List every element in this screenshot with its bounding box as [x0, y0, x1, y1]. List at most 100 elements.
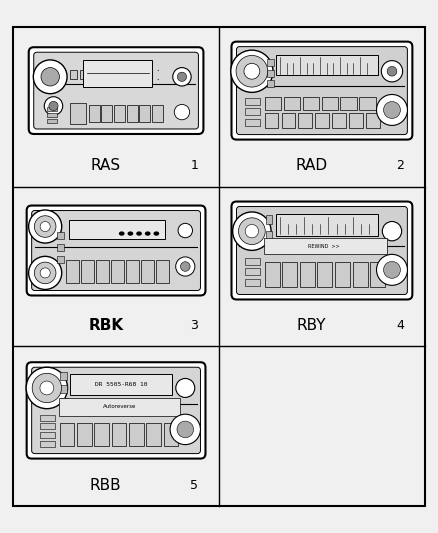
Bar — [71, 374, 172, 395]
Ellipse shape — [233, 212, 271, 251]
Ellipse shape — [49, 101, 58, 110]
Bar — [60, 398, 67, 406]
Bar — [60, 385, 67, 393]
Ellipse shape — [170, 414, 201, 445]
Bar — [47, 107, 57, 110]
Bar — [60, 423, 74, 446]
Text: Autoreverse: Autoreverse — [103, 405, 136, 409]
Ellipse shape — [145, 231, 151, 236]
Ellipse shape — [34, 262, 56, 284]
Ellipse shape — [153, 231, 159, 236]
Text: REWIND  >>: REWIND >> — [308, 244, 343, 248]
Bar — [47, 113, 57, 117]
Bar — [265, 231, 272, 240]
Ellipse shape — [174, 104, 190, 120]
Bar — [353, 262, 367, 287]
Ellipse shape — [28, 256, 62, 289]
Text: 1: 1 — [191, 159, 198, 172]
Bar — [267, 59, 274, 66]
Text: RBY: RBY — [297, 318, 326, 333]
Text: 3: 3 — [191, 319, 198, 332]
Bar — [77, 423, 92, 446]
Bar — [370, 262, 385, 287]
Ellipse shape — [177, 421, 194, 438]
Ellipse shape — [28, 210, 62, 243]
Bar — [69, 220, 165, 239]
Text: •: • — [156, 79, 159, 83]
Bar — [267, 69, 274, 77]
Bar — [40, 415, 55, 421]
Bar — [70, 103, 86, 124]
FancyBboxPatch shape — [237, 47, 407, 135]
Bar — [40, 441, 55, 447]
Bar — [81, 260, 94, 284]
Bar — [245, 119, 261, 126]
Bar — [111, 260, 124, 284]
Bar — [60, 373, 67, 380]
Ellipse shape — [32, 373, 61, 402]
Bar — [303, 97, 319, 110]
Ellipse shape — [127, 231, 133, 236]
Ellipse shape — [119, 231, 124, 236]
Bar — [47, 119, 57, 123]
Bar — [66, 260, 79, 284]
Bar — [152, 105, 163, 122]
Ellipse shape — [387, 67, 397, 76]
Bar — [114, 105, 125, 122]
FancyBboxPatch shape — [237, 206, 407, 294]
FancyBboxPatch shape — [34, 52, 198, 129]
FancyBboxPatch shape — [27, 362, 205, 458]
Ellipse shape — [377, 254, 407, 285]
Text: RAS: RAS — [91, 158, 121, 173]
Ellipse shape — [236, 55, 268, 87]
Bar — [265, 215, 272, 224]
Ellipse shape — [173, 68, 191, 86]
Bar — [366, 113, 380, 128]
Bar — [282, 113, 295, 128]
Bar — [245, 98, 261, 104]
Bar — [40, 423, 55, 430]
Bar — [315, 113, 329, 128]
Bar — [101, 105, 113, 122]
Bar — [282, 262, 297, 287]
FancyBboxPatch shape — [232, 42, 412, 140]
FancyBboxPatch shape — [27, 206, 205, 295]
Ellipse shape — [377, 94, 407, 125]
Bar — [129, 423, 144, 446]
Text: 4: 4 — [396, 319, 404, 332]
Ellipse shape — [180, 262, 190, 271]
Bar — [340, 97, 357, 110]
Text: DR 5505-R68 10: DR 5505-R68 10 — [95, 382, 147, 387]
Ellipse shape — [382, 222, 402, 241]
Ellipse shape — [34, 216, 56, 237]
Ellipse shape — [384, 101, 400, 118]
Bar — [40, 432, 55, 438]
Ellipse shape — [33, 60, 67, 94]
Bar — [265, 113, 279, 128]
Bar — [245, 257, 261, 264]
Bar — [57, 244, 64, 251]
Bar — [57, 256, 64, 263]
Ellipse shape — [381, 61, 403, 82]
Ellipse shape — [26, 367, 67, 409]
Bar — [284, 97, 300, 110]
Text: RBB: RBB — [90, 478, 122, 493]
Bar — [264, 238, 387, 254]
Ellipse shape — [245, 224, 258, 238]
Ellipse shape — [40, 381, 54, 395]
Bar — [245, 108, 261, 115]
Bar — [332, 113, 346, 128]
Bar — [245, 268, 261, 275]
Bar — [96, 260, 109, 284]
Bar — [156, 260, 169, 284]
Bar — [94, 423, 109, 446]
Bar — [59, 398, 180, 416]
Bar — [300, 262, 315, 287]
Bar — [265, 97, 281, 110]
Text: 2: 2 — [396, 159, 404, 172]
Bar — [89, 105, 100, 122]
Bar — [146, 423, 161, 446]
Bar — [267, 80, 274, 87]
Bar — [335, 262, 350, 287]
FancyBboxPatch shape — [232, 201, 412, 300]
